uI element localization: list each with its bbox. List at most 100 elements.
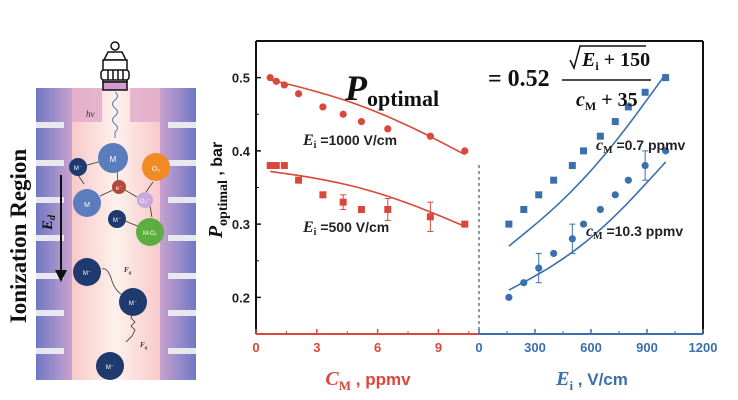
- x-tick-label-concentration: 9: [435, 340, 442, 355]
- series-concentration-1-point: [319, 191, 327, 199]
- electrode-right-1: [168, 160, 196, 166]
- field-arrow-head: [55, 270, 67, 282]
- x-tick-label-concentration: 6: [374, 340, 381, 355]
- equation-numerator: Ei + 150: [581, 49, 650, 73]
- series-concentration-1-point: [357, 205, 365, 213]
- electrode-left-0: [36, 122, 64, 128]
- label-series-1000: Ei =1000 V/cm: [302, 132, 397, 151]
- series-field-1-point: [641, 161, 649, 170]
- label-series-10-3ppmv: cM =10.3 ppmv: [586, 223, 683, 242]
- tube-wall-left: [36, 88, 72, 380]
- y-tick-label: 0.2: [232, 290, 250, 305]
- series-field-1-point: [520, 279, 528, 287]
- particle-drift-1: M⁻: [73, 258, 101, 286]
- electrode-left-4: [36, 273, 64, 279]
- series-concentration-0-point: [272, 77, 280, 85]
- series-field-0-point: [505, 220, 513, 228]
- series-field-0-point: [520, 205, 528, 213]
- particle-drift-3: M⁻: [96, 352, 124, 380]
- series-field-0-point: [624, 103, 632, 111]
- x-tick-label-concentration: 0: [252, 340, 259, 355]
- x-tick-label-field: 600: [580, 340, 602, 355]
- particle-drift-2: M⁻: [119, 288, 147, 316]
- x-ticks: 0 3 6 9 0 300 600 900 1200: [252, 329, 717, 355]
- force-label-2: Fq: [140, 341, 148, 351]
- series-field-1-point: [568, 235, 576, 243]
- electrode-left-3: [36, 235, 64, 241]
- field-label: Ed: [40, 214, 58, 231]
- electrode-left-5: [36, 310, 64, 316]
- x-tick-label-field: 1200: [689, 340, 718, 355]
- series-concentration-0-point: [294, 90, 303, 98]
- series-concentration-0-point: [266, 74, 274, 82]
- electrode-right-2: [168, 197, 196, 203]
- electrode-left-1: [36, 160, 64, 166]
- series-concentration-1-point: [266, 162, 274, 170]
- entrance-left: [72, 88, 102, 122]
- series-concentration-1-point: [339, 198, 347, 206]
- series-concentration-1-point: [295, 176, 303, 184]
- ionization-diagram: Ionization Region hν Ed: [6, 41, 196, 380]
- force-label-1: Fq: [124, 266, 132, 276]
- x-tick-label-field: 300: [524, 340, 546, 355]
- series-concentration-1-fit-line: [270, 170, 466, 228]
- x-axis-label-field: Ei , V/cm: [555, 368, 628, 393]
- series-field-0-point: [662, 74, 670, 82]
- series-field-0-point: [580, 147, 588, 155]
- data-marks: [266, 73, 670, 301]
- particle-cluster: M-O₂: [136, 218, 164, 246]
- electrode-right-5: [168, 310, 196, 316]
- tube-wall-right: [160, 88, 196, 380]
- particle-oxygen-anion: O₂⁻: [137, 192, 153, 208]
- electrode-left-2: [36, 197, 64, 203]
- series-field-1-point: [535, 264, 543, 272]
- series-field-0-point: [596, 132, 604, 140]
- y-ticks: 0.2 0.3 0.4 0.5: [232, 71, 261, 305]
- series-field-1-point: [505, 293, 513, 301]
- series-concentration-1-point: [280, 162, 288, 170]
- sqrt-sign: [569, 45, 646, 71]
- series-field-0-point: [550, 176, 558, 184]
- series-concentration-1-point: [384, 205, 392, 213]
- series-field-1-fit-line: [508, 161, 667, 291]
- series-field-0-point: [535, 191, 543, 199]
- series-concentration-1-point: [272, 162, 280, 170]
- particle-molecule: M: [98, 143, 128, 173]
- y-tick-label: 0.5: [232, 71, 250, 86]
- particle-anion: M⁻: [69, 158, 87, 176]
- series-concentration-0-point: [426, 132, 434, 140]
- svg-text:M⁻: M⁻: [106, 365, 114, 371]
- equation-coefficient: = 0.52: [488, 66, 550, 92]
- series-concentration-0-point: [461, 147, 469, 155]
- series-field-1-point: [550, 249, 558, 258]
- chart: 0.2 0.3 0.4 0.5 0 3 6 9 0 300 600 900 1200 Poptimal…: [205, 40, 717, 393]
- series-field-1-point: [624, 176, 632, 184]
- svg-text:M⁻: M⁻: [129, 301, 137, 307]
- series-concentration-0-point: [357, 117, 366, 126]
- electrode-right-4: [168, 273, 196, 279]
- particle-molecule-neutral: M: [73, 189, 101, 217]
- svg-text:M⁻: M⁻: [83, 271, 91, 277]
- series-field-1-point: [596, 205, 604, 214]
- y-axis-label: Poptimal , bar: [205, 142, 231, 239]
- series-concentration-0-point: [339, 110, 347, 118]
- equation: Poptimal = 0.52 Ei + 150 cM + 35: [344, 45, 651, 113]
- series-field-1-point: [579, 220, 588, 228]
- electrode-left-6: [36, 348, 64, 354]
- svg-text:M-O₂: M-O₂: [143, 231, 158, 237]
- particle-electron: e⁻: [112, 180, 126, 194]
- electrode-rings: [36, 122, 196, 354]
- ionization-region-label: Ionization Region: [6, 149, 31, 324]
- particle-oxygen: O₂: [142, 153, 170, 181]
- series-concentration-1-point: [426, 213, 434, 221]
- photon-wave: [112, 91, 118, 138]
- svg-text:M: M: [84, 202, 90, 209]
- particle-anion-2: M⁻: [108, 210, 126, 228]
- x-tick-label-concentration: 3: [313, 340, 320, 355]
- series-field-1-point: [611, 191, 619, 199]
- svg-text:e⁻: e⁻: [116, 186, 123, 192]
- series-concentration-0-point: [384, 125, 392, 133]
- svg-text:M⁻: M⁻: [74, 166, 82, 172]
- y-tick-label: 0.4: [232, 144, 251, 159]
